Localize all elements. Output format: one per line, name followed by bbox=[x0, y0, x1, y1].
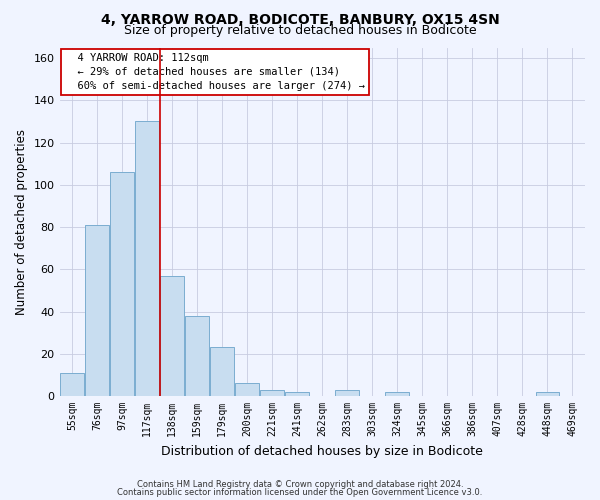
Bar bbox=[335, 390, 359, 396]
Bar bbox=[110, 172, 134, 396]
Text: Contains HM Land Registry data © Crown copyright and database right 2024.: Contains HM Land Registry data © Crown c… bbox=[137, 480, 463, 489]
Bar bbox=[160, 276, 184, 396]
Bar bbox=[286, 392, 309, 396]
X-axis label: Distribution of detached houses by size in Bodicote: Distribution of detached houses by size … bbox=[161, 444, 483, 458]
Text: Size of property relative to detached houses in Bodicote: Size of property relative to detached ho… bbox=[124, 24, 476, 37]
Bar bbox=[85, 225, 109, 396]
Text: Contains public sector information licensed under the Open Government Licence v3: Contains public sector information licen… bbox=[118, 488, 482, 497]
Bar bbox=[60, 373, 84, 396]
Text: 4, YARROW ROAD, BODICOTE, BANBURY, OX15 4SN: 4, YARROW ROAD, BODICOTE, BANBURY, OX15 … bbox=[101, 12, 499, 26]
Bar bbox=[385, 392, 409, 396]
Bar bbox=[260, 390, 284, 396]
Bar bbox=[536, 392, 559, 396]
Y-axis label: Number of detached properties: Number of detached properties bbox=[15, 129, 28, 315]
Bar bbox=[210, 348, 234, 396]
Bar bbox=[235, 384, 259, 396]
Text: 4 YARROW ROAD: 112sqm
  ← 29% of detached houses are smaller (134)
  60% of semi: 4 YARROW ROAD: 112sqm ← 29% of detached … bbox=[65, 52, 365, 90]
Bar bbox=[185, 316, 209, 396]
Bar bbox=[135, 122, 159, 396]
